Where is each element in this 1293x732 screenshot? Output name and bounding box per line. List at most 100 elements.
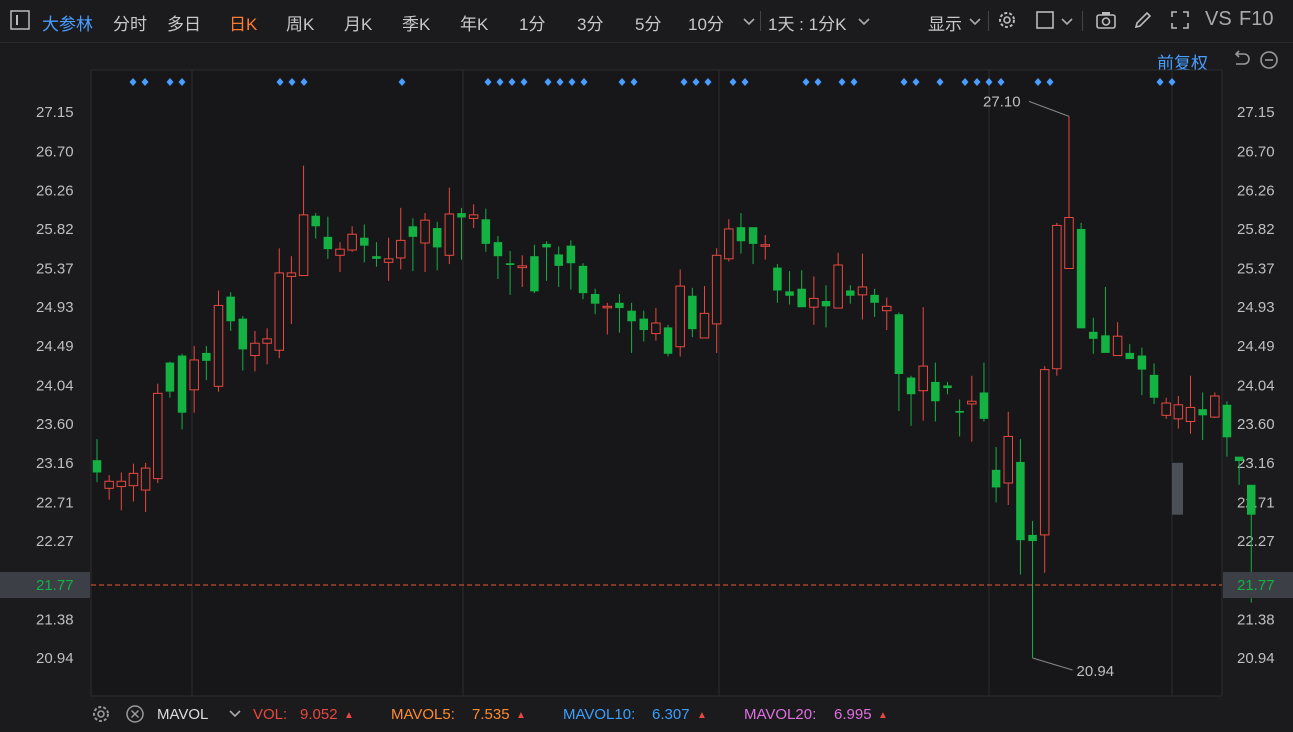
minus-circle-icon[interactable] (1258, 49, 1280, 71)
candle-body (821, 301, 831, 307)
current-price-tag-left (0, 572, 90, 599)
candle-body (177, 355, 187, 413)
candle-body (1149, 374, 1159, 398)
tab-3min[interactable]: 3分 (577, 15, 604, 34)
panel-toggle-icon[interactable] (9, 9, 31, 31)
tab-week-k[interactable]: 周K (286, 15, 315, 34)
mavol5-value: 7.535 (472, 706, 510, 723)
candle-body (505, 263, 515, 265)
signal-marker (936, 78, 944, 86)
chevron-down-icon[interactable] (738, 11, 760, 33)
candle-body (92, 460, 102, 473)
candle-body (335, 248, 345, 256)
chevron-down-icon[interactable] (224, 703, 246, 725)
candle-body (991, 469, 1001, 488)
tab-fenshi[interactable]: 分时 (113, 15, 147, 34)
vs-button[interactable]: VS (1205, 8, 1232, 30)
candle-body (517, 265, 527, 269)
candle-body (250, 342, 260, 357)
y-tick-label-left: 24.04 (36, 377, 74, 394)
candle-body (1016, 461, 1025, 541)
y-tick-label-left: 25.37 (36, 261, 74, 278)
candle-body (153, 392, 163, 480)
up-arrow-icon: ▲ (878, 710, 888, 721)
tab-season-k[interactable]: 季K (402, 15, 431, 34)
candle-body (931, 381, 940, 402)
up-arrow-icon: ▲ (344, 710, 354, 721)
candle-body (1222, 404, 1232, 438)
signal-marker (618, 78, 626, 86)
high-leader-line (1028, 100, 1070, 117)
candle-body (213, 304, 224, 387)
candle-body (967, 400, 977, 405)
candle-body (1173, 404, 1184, 420)
gear-icon[interactable] (996, 9, 1018, 31)
y-tick-label-left: 24.49 (36, 338, 74, 355)
candle-body (943, 385, 952, 389)
signal-marker (520, 78, 528, 86)
f10-button[interactable]: F10 (1239, 8, 1274, 30)
undo-icon[interactable] (1230, 49, 1252, 71)
chevron-down-icon[interactable] (1056, 11, 1078, 33)
tab-1min[interactable]: 1分 (519, 15, 546, 34)
signal-marker (850, 78, 858, 86)
tab-day-k[interactable]: 日K (229, 15, 258, 34)
y-tick-label-right: 25.37 (1237, 261, 1275, 278)
candle-body (1125, 352, 1134, 360)
stock-name[interactable]: 大参林 (42, 15, 93, 34)
candle-body (1089, 331, 1098, 339)
candle-body (420, 219, 430, 244)
chevron-down-icon[interactable] (853, 11, 875, 33)
candle-body (1028, 534, 1037, 542)
candle-body (809, 297, 819, 308)
camera-icon[interactable] (1095, 9, 1117, 31)
close-icon[interactable] (124, 703, 146, 725)
current-price-label-left: 21.77 (36, 577, 74, 594)
candle-body (736, 227, 746, 242)
y-tick-label-right: 24.04 (1237, 377, 1275, 394)
signal-marker (580, 78, 588, 86)
y-tick-label-right: 26.70 (1237, 144, 1275, 161)
signal-marker (300, 78, 308, 86)
indicator-bar: MAVOL VOL: 9.052 ▲ MAVOL5: 7.535 ▲ MAVOL… (0, 697, 1293, 732)
y-tick-label-left: 22.71 (36, 494, 74, 511)
display-menu[interactable]: 显示 (928, 15, 962, 34)
tab-month-k[interactable]: 月K (344, 15, 373, 34)
pencil-icon[interactable] (1132, 9, 1154, 31)
chevron-down-icon[interactable] (964, 11, 986, 33)
tab-5min[interactable]: 5分 (635, 15, 662, 34)
gear-icon[interactable] (90, 703, 112, 725)
high-label: 27.10 (983, 93, 1021, 110)
candle-body (663, 327, 673, 354)
signal-marker (178, 78, 186, 86)
y-tick-label-right: 26.26 (1237, 182, 1275, 199)
interval-selector[interactable]: 1天 : 1分K (768, 15, 847, 34)
mavol10-label: MAVOL10: (563, 706, 636, 723)
candle-body (1064, 217, 1074, 270)
signal-marker (912, 78, 920, 86)
candle-body (615, 302, 624, 309)
low-leader-line (1032, 657, 1073, 671)
candle-body (773, 267, 782, 291)
adjust-type-button[interactable]: 前复权 (1157, 54, 1208, 73)
candlestick-chart[interactable]: 27.15 27.15 26.70 26.70 26.26 26.26 25.82 25.82… (0, 42, 1293, 697)
tab-10min[interactable]: 10分 (688, 15, 724, 34)
candle-body (1003, 435, 1013, 484)
candle-body (1210, 395, 1220, 418)
candle-body (286, 272, 297, 277)
candle-body (1234, 456, 1244, 462)
square-icon[interactable] (1034, 9, 1056, 31)
candle-body (882, 305, 892, 312)
candle-body (481, 219, 491, 244)
fullscreen-icon[interactable] (1169, 9, 1191, 31)
signal-marker (814, 78, 822, 86)
candle-body (1112, 335, 1123, 357)
candle-body (857, 286, 868, 296)
candle-body (372, 256, 381, 259)
signal-marker (141, 78, 149, 86)
indicator-name[interactable]: MAVOL (157, 706, 209, 723)
y-tick-label-right: 27.15 (1237, 104, 1275, 121)
tab-year-k[interactable]: 年K (460, 15, 489, 34)
current-price-tag-right (1223, 572, 1293, 599)
tab-duori[interactable]: 多日 (167, 15, 201, 34)
